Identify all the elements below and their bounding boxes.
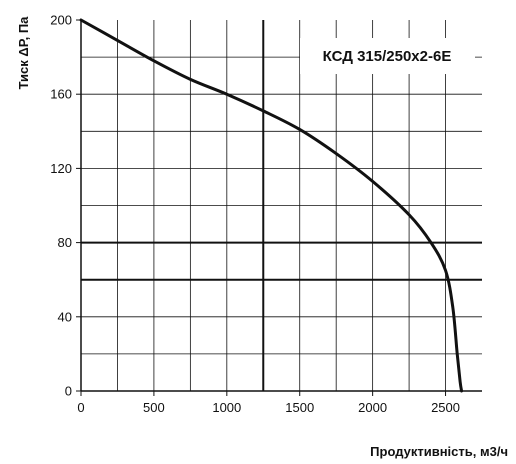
axis-layer: [76, 19, 482, 396]
y-tick-label: 160: [50, 87, 72, 102]
y-tick-label: 200: [50, 13, 72, 28]
x-axis-title: Продуктивність, м3/ч: [370, 444, 508, 459]
y-tick-label: 120: [50, 161, 72, 176]
x-tick-label: 0: [77, 400, 84, 415]
x-tick-label: 1500: [285, 400, 314, 415]
y-tick-label: 40: [58, 309, 72, 324]
x-tick-label: 500: [143, 400, 165, 415]
chart-title: КСД 315/250x2-6Е: [323, 48, 452, 65]
grid-layer: [81, 20, 482, 391]
x-tick-label: 2500: [431, 400, 460, 415]
y-tick-label: 0: [65, 384, 72, 399]
y-axis-title: Тиск ΔР, Па: [16, 16, 31, 90]
curve-layer: [79, 18, 464, 393]
x-tick-label: 2000: [358, 400, 387, 415]
performance-curve: [79, 18, 464, 393]
chart-title-box: [300, 38, 475, 74]
x-tick-label: 1000: [212, 400, 241, 415]
y-tick-label: 80: [58, 235, 72, 250]
